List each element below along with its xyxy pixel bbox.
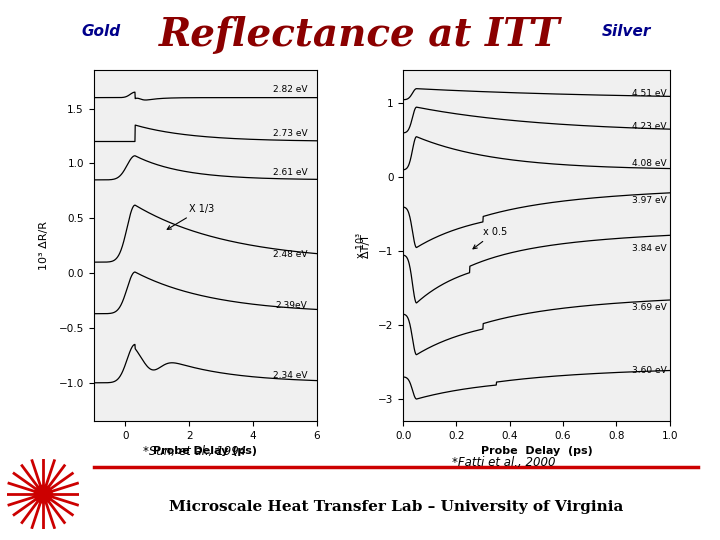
Text: *Sun, et al., 1994: *Sun, et al., 1994 bbox=[143, 446, 246, 458]
Text: x 10³: x 10³ bbox=[356, 233, 366, 258]
Text: Microscale Heat Transfer Lab – University of Virginia: Microscale Heat Transfer Lab – Universit… bbox=[168, 500, 624, 514]
Text: 2.39eV: 2.39eV bbox=[276, 301, 307, 310]
Text: 4.51 eV: 4.51 eV bbox=[632, 89, 667, 98]
Text: 2.61 eV: 2.61 eV bbox=[273, 167, 307, 177]
Text: 3.97 eV: 3.97 eV bbox=[632, 195, 667, 205]
Text: Gold: Gold bbox=[81, 24, 120, 39]
X-axis label: Probe Delay (ps): Probe Delay (ps) bbox=[153, 447, 257, 456]
Text: 3.60 eV: 3.60 eV bbox=[632, 366, 667, 375]
Text: Silver: Silver bbox=[602, 24, 651, 39]
Text: 4.23 eV: 4.23 eV bbox=[632, 122, 667, 131]
Y-axis label: ΔT/T: ΔT/T bbox=[361, 233, 372, 258]
Text: 4.08 eV: 4.08 eV bbox=[632, 159, 667, 168]
Text: *Fatti et al., 2000: *Fatti et al., 2000 bbox=[452, 456, 556, 469]
Text: 2.34 eV: 2.34 eV bbox=[273, 370, 307, 380]
Text: Reflectance at ITT: Reflectance at ITT bbox=[159, 16, 561, 54]
Text: 2.48 eV: 2.48 eV bbox=[273, 250, 307, 259]
Text: 2.82 eV: 2.82 eV bbox=[273, 85, 307, 94]
Text: x 0.5: x 0.5 bbox=[473, 227, 508, 249]
Text: X 1/3: X 1/3 bbox=[167, 204, 215, 230]
X-axis label: Probe  Delay  (ps): Probe Delay (ps) bbox=[480, 447, 593, 456]
Text: 3.69 eV: 3.69 eV bbox=[632, 303, 667, 312]
Polygon shape bbox=[35, 485, 53, 503]
Y-axis label: 10³ ΔR/R: 10³ ΔR/R bbox=[39, 221, 49, 270]
Text: 3.84 eV: 3.84 eV bbox=[632, 244, 667, 253]
Text: 2.73 eV: 2.73 eV bbox=[273, 129, 307, 138]
